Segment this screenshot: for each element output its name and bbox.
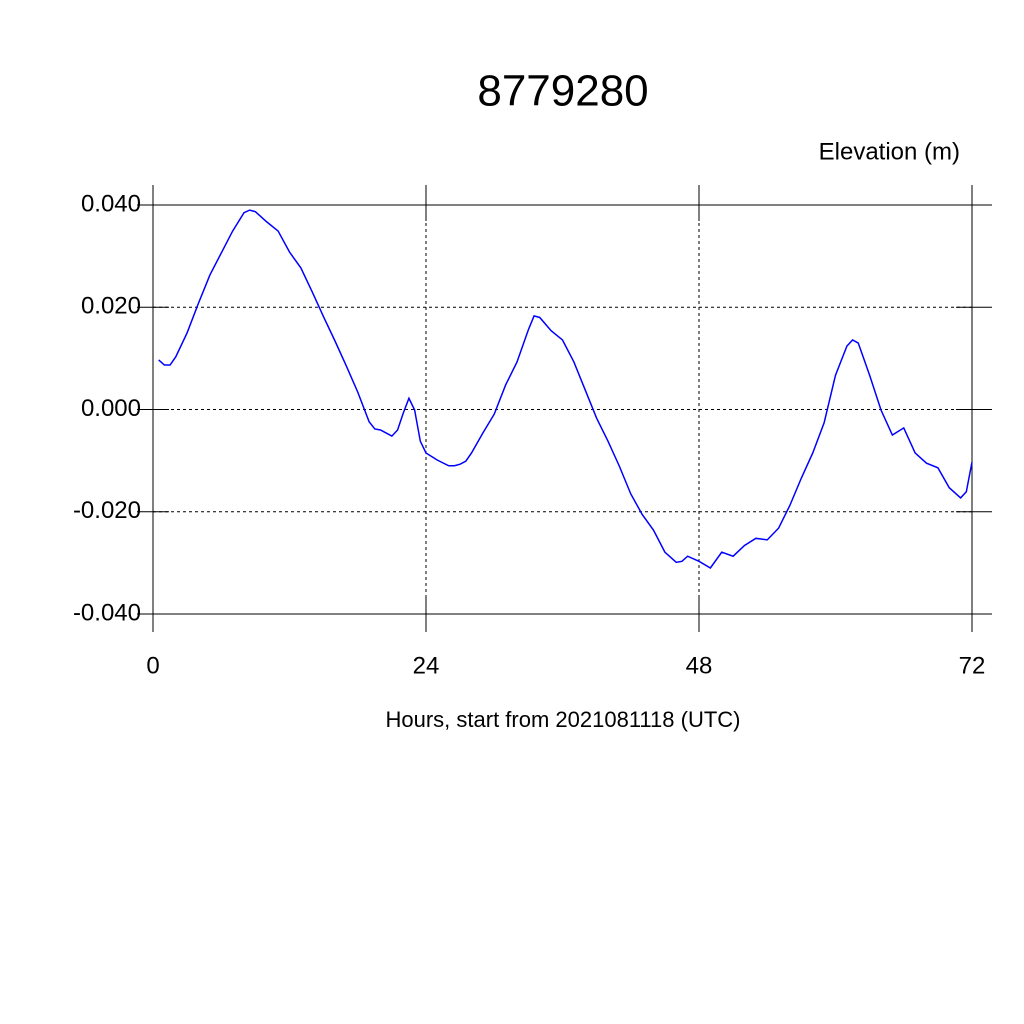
x-tick-label: 0 (146, 652, 159, 679)
x-tick-label: 72 (959, 652, 986, 679)
chart-title: 8779280 (477, 67, 648, 116)
y-tick-label: -0.040 (73, 599, 141, 626)
y-tick-label: 0.020 (81, 293, 141, 320)
x-axis-label: Hours, start from 2021081118 (UTC) (386, 707, 741, 732)
subtitle: Elevation (m) (819, 138, 960, 165)
y-tick-label: 0.040 (81, 190, 141, 217)
x-tick-label: 24 (413, 652, 440, 679)
y-tick-label: 0.000 (81, 395, 141, 422)
y-tick-label: -0.020 (73, 497, 141, 524)
data-line (158, 209, 973, 569)
x-tick-label: 48 (686, 652, 713, 679)
